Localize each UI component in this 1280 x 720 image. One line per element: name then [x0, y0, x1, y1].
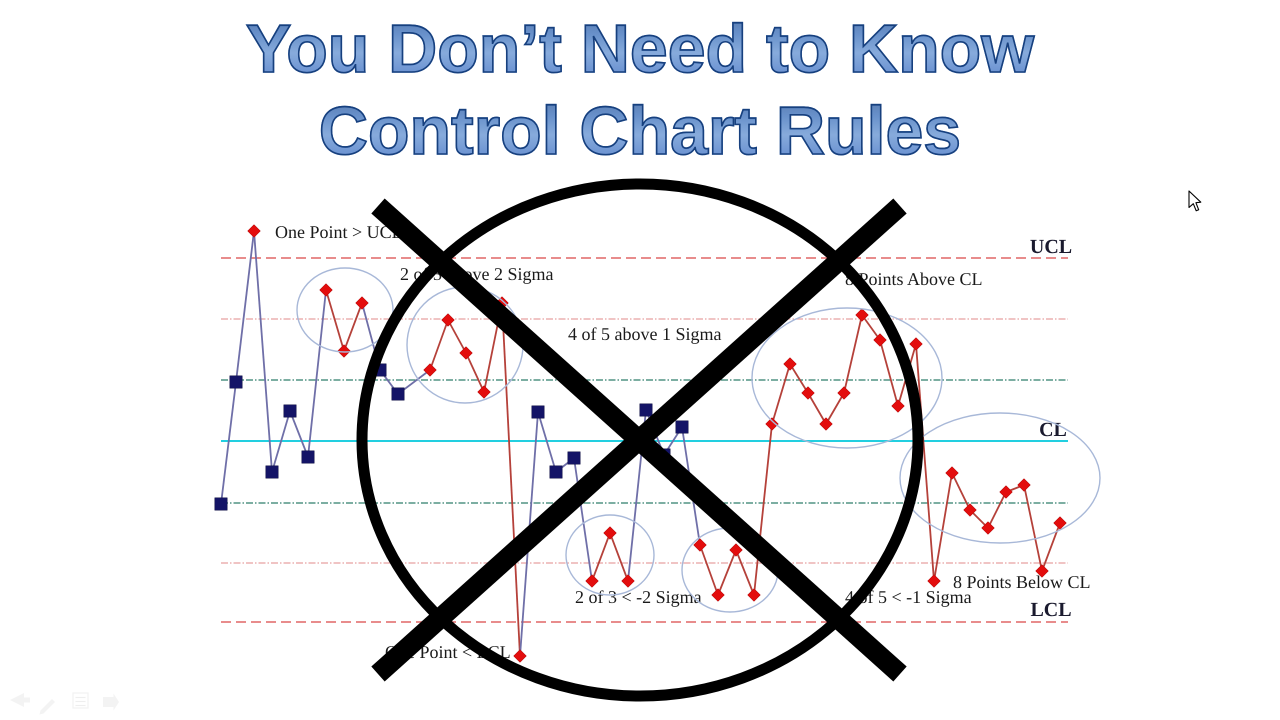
svg-text:8 Points Below CL: 8 Points Below CL: [953, 572, 1091, 592]
svg-text:UCL: UCL: [1030, 236, 1072, 258]
svg-text:2 of 3 < -2 Sigma: 2 of 3 < -2 Sigma: [575, 587, 702, 607]
svg-text:One Point > UCL: One Point > UCL: [275, 222, 403, 242]
svg-text:4 of 5 above 1 Sigma: 4 of 5 above 1 Sigma: [568, 324, 721, 344]
svg-text:LCL: LCL: [1030, 599, 1071, 621]
